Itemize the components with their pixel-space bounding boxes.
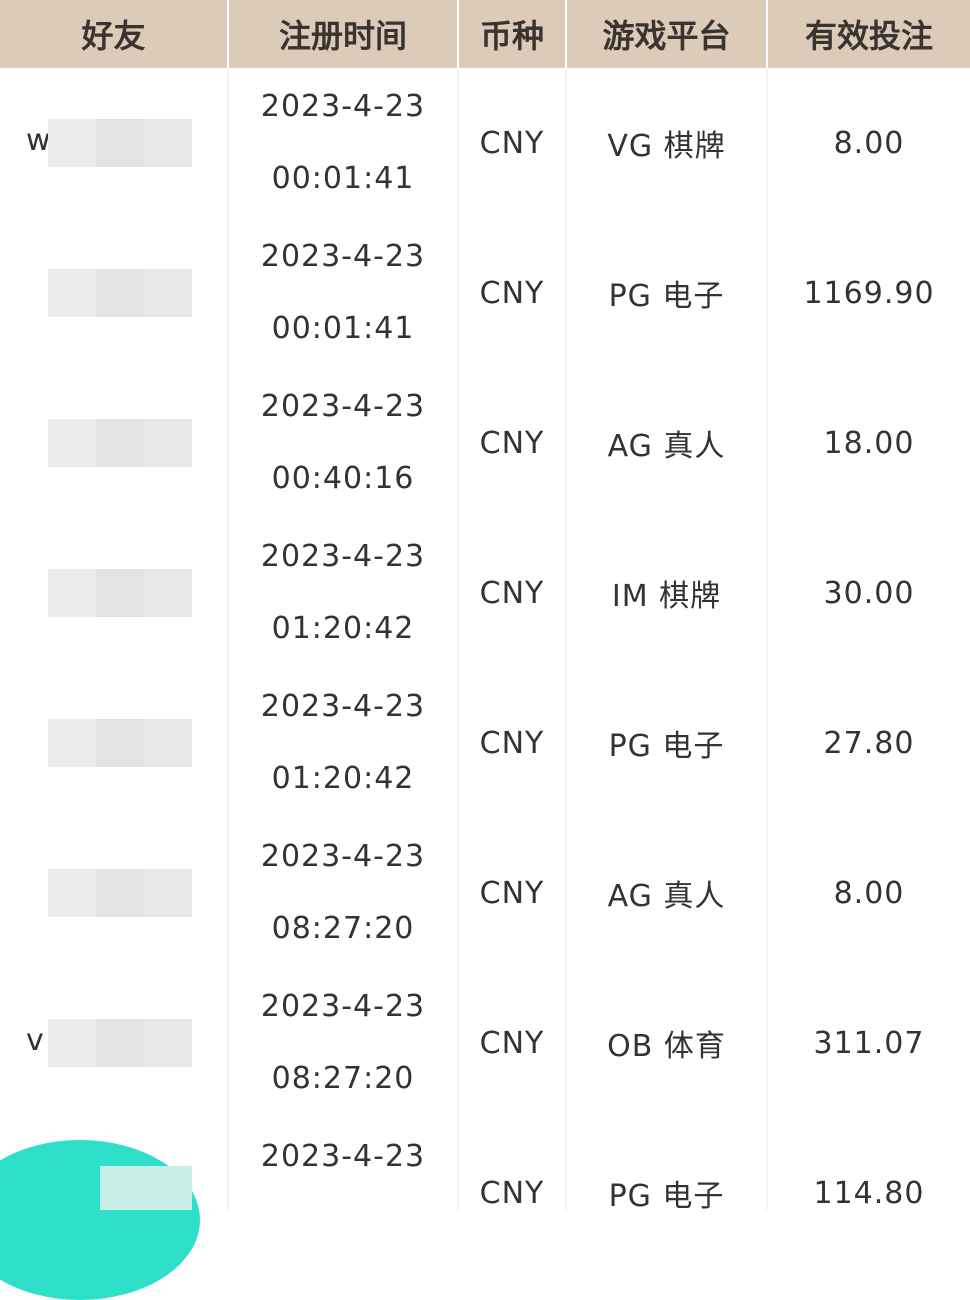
currency-cell: CNY bbox=[479, 575, 545, 611]
reg-date: 2023-4-23 bbox=[260, 1139, 426, 1174]
friend-name: v bbox=[26, 1023, 45, 1058]
valid-bet-cell: 8.00 bbox=[833, 875, 905, 911]
header-reg-time: 注册时间 bbox=[229, 0, 457, 68]
platform-cell: VG 棋牌 bbox=[607, 129, 726, 164]
table-row[interactable]: 2023-4-23 08:27:20 CNY AG 真人 8.00 bbox=[0, 818, 970, 968]
friend-cell bbox=[0, 218, 227, 368]
header-platform: 游戏平台 bbox=[567, 0, 766, 68]
mosaic-block bbox=[100, 1166, 192, 1210]
table-row[interactable]: 2023-4-23 01:20:42 CNY PG 电子 27.80 bbox=[0, 668, 970, 818]
platform-cell: PG 电子 bbox=[608, 279, 725, 314]
reg-time: 01:20:42 bbox=[271, 611, 415, 646]
table-row[interactable]: v 2023-4-23 08:27:20 CNY OB 体育 311.07 bbox=[0, 968, 970, 1118]
table-row[interactable]: 2023-4-23 00:40:16 CNY AG 真人 18.00 bbox=[0, 368, 970, 518]
reg-date: 2023-4-23 bbox=[260, 689, 426, 724]
reg-date: 2023-4-23 bbox=[260, 389, 426, 424]
friend-cell bbox=[0, 368, 227, 518]
reg-time-cell: 2023-4-23 01:20:42 bbox=[229, 518, 457, 668]
friend-cell: wex1 bbox=[0, 68, 227, 218]
divider bbox=[227, 68, 229, 1210]
platform-cell: PG 电子 bbox=[608, 729, 725, 764]
valid-bet-cell: 30.00 bbox=[823, 575, 915, 611]
reg-time: 08:27:20 bbox=[271, 1061, 415, 1096]
reg-date: 2023-4-23 bbox=[260, 539, 426, 574]
platform-cell: PG 电子 bbox=[608, 1179, 725, 1214]
mosaic-redaction bbox=[48, 269, 192, 317]
header-currency: 币种 bbox=[459, 0, 565, 68]
mosaic-redaction bbox=[48, 119, 192, 167]
table-row[interactable]: 2023-4-23 00:01:41 CNY PG 电子 1169.90 bbox=[0, 218, 970, 368]
divider bbox=[565, 68, 567, 1210]
currency-cell: CNY bbox=[479, 125, 545, 161]
reg-date: 2023-4-23 bbox=[260, 239, 426, 274]
valid-bet-cell: 114.80 bbox=[813, 1175, 925, 1211]
platform-cell: AG 真人 bbox=[607, 879, 726, 914]
mosaic-redaction bbox=[48, 869, 192, 917]
reg-time-cell: 2023-4-23 00:40:16 bbox=[229, 368, 457, 518]
platform-cell: AG 真人 bbox=[607, 429, 726, 464]
header-valid-bet: 有效投注 bbox=[768, 0, 970, 68]
reg-time: 00:01:41 bbox=[271, 311, 415, 346]
divider bbox=[766, 68, 768, 1210]
reg-time-cell: 2023-4-23 08:27:20 bbox=[229, 818, 457, 968]
table-row[interactable]: 2023-4-23 01:20:42 CNY IM 棋牌 30.00 bbox=[0, 518, 970, 668]
reg-time-cell: 2023-4-23 00:01:41 bbox=[229, 68, 457, 218]
valid-bet-cell: 18.00 bbox=[823, 425, 915, 461]
mosaic-redaction bbox=[48, 1019, 192, 1067]
reg-time: 00:40:16 bbox=[271, 461, 415, 496]
currency-cell: CNY bbox=[479, 725, 545, 761]
reg-time: 08:27:20 bbox=[271, 911, 415, 946]
valid-bet-cell: 1169.90 bbox=[803, 275, 935, 311]
reg-time-cell: 2023-4-23 00:01:41 bbox=[229, 218, 457, 368]
friend-cell bbox=[0, 518, 227, 668]
valid-bet-cell: 27.80 bbox=[823, 725, 915, 761]
reg-time-cell: 2023-4-23 01:20:42 bbox=[229, 668, 457, 818]
reg-date: 2023-4-23 bbox=[260, 89, 426, 124]
friend-cell bbox=[0, 668, 227, 818]
reg-date: 2023-4-23 bbox=[260, 839, 426, 874]
currency-cell: CNY bbox=[479, 1025, 545, 1061]
reg-time-cell: 2023-4-23 bbox=[229, 1118, 457, 1268]
currency-cell: CNY bbox=[479, 275, 545, 311]
friend-cell bbox=[0, 818, 227, 968]
mosaic-redaction bbox=[48, 719, 192, 767]
currency-cell: CNY bbox=[479, 425, 545, 461]
divider bbox=[457, 68, 459, 1210]
mosaic-redaction bbox=[48, 419, 192, 467]
header-friend: 好友 bbox=[0, 0, 227, 68]
valid-bet-cell: 311.07 bbox=[813, 1025, 925, 1061]
currency-cell: CNY bbox=[479, 875, 545, 911]
platform-cell: OB 体育 bbox=[607, 1029, 726, 1064]
reg-time: 00:01:41 bbox=[271, 161, 415, 196]
platform-cell: IM 棋牌 bbox=[611, 579, 722, 614]
friend-cell: v bbox=[0, 968, 227, 1118]
valid-bet-cell: 8.00 bbox=[833, 125, 905, 161]
table-row[interactable]: wex1 2023-4-23 00:01:41 CNY VG 棋牌 8.00 bbox=[0, 68, 970, 218]
reg-time-cell: 2023-4-23 08:27:20 bbox=[229, 968, 457, 1118]
reg-date: 2023-4-23 bbox=[260, 989, 426, 1024]
reg-time: 01:20:42 bbox=[271, 761, 415, 796]
mosaic-redaction bbox=[48, 569, 192, 617]
currency-cell: CNY bbox=[479, 1175, 545, 1211]
